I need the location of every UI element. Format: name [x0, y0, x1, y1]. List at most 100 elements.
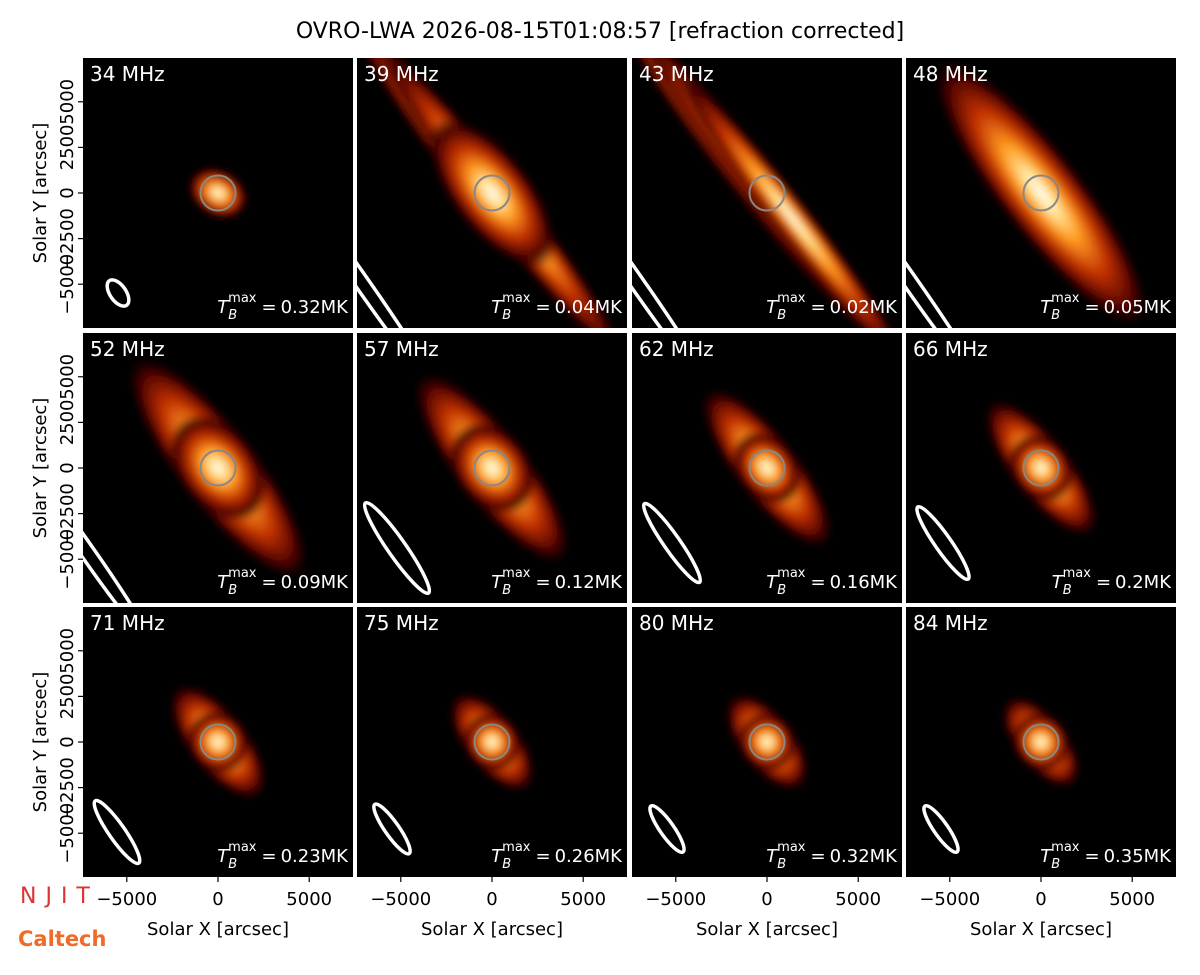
- tb-max-label: TBmax = 0.09MK: [217, 566, 349, 598]
- tb-sub: B: [777, 857, 786, 872]
- panel-label: 66 MHz: [913, 337, 988, 361]
- tb-sub: B: [228, 308, 237, 323]
- tb-symbol: T: [491, 846, 504, 867]
- solar-disk: [1022, 723, 1060, 761]
- x-tick-label: 0: [486, 889, 497, 910]
- tb-max-label: TBmax = 0.23MK: [217, 840, 349, 872]
- tb-sup: max: [1051, 840, 1080, 855]
- panel: [83, 58, 353, 328]
- tb-eq: =: [535, 297, 550, 318]
- solar-disk: [473, 174, 511, 212]
- y-tick-label: −5000: [57, 529, 78, 590]
- tb-value: 0.04MK: [555, 297, 624, 318]
- emission-blob: [187, 710, 249, 774]
- x-tick-label: 0: [761, 889, 772, 910]
- tb-symbol: T: [491, 572, 504, 593]
- tb-eq: =: [261, 572, 276, 593]
- tb-sub: B: [777, 583, 786, 598]
- emission-blob: [738, 712, 796, 772]
- panel: [906, 333, 1176, 603]
- emission-blob: [931, 58, 1151, 328]
- panel-label: 84 MHz: [913, 611, 988, 635]
- panel: [632, 58, 902, 328]
- tb-value: 0.05MK: [1104, 297, 1173, 318]
- chart-title: OVRO-LWA 2026-08-15T01:08:57 [refraction…: [296, 19, 904, 44]
- y-tick-label: 0: [57, 736, 78, 747]
- beam: [362, 500, 432, 596]
- tb-max-label: TBmax = 0.26MK: [491, 840, 623, 872]
- panel-label: 39 MHz: [364, 62, 439, 86]
- tb-value: 0.23MK: [281, 846, 350, 867]
- tb-sup: max: [502, 566, 531, 581]
- solar-disk: [748, 723, 786, 761]
- tb-eq: =: [261, 846, 276, 867]
- emission: [187, 166, 249, 220]
- panel: [632, 333, 902, 603]
- tb-sub: B: [228, 857, 237, 872]
- y-tick-label: −2500: [57, 483, 78, 544]
- tb-sup: max: [228, 566, 257, 581]
- tb-max-label: TBmax = 0.16MK: [766, 566, 898, 598]
- tb-max-label: TBmax = 0.32MK: [217, 291, 349, 323]
- tb-sub: B: [1051, 308, 1060, 323]
- emission-blob: [732, 431, 802, 505]
- beam: [632, 174, 714, 328]
- x-tick-label: 5000: [835, 889, 881, 910]
- tb-sub: B: [502, 308, 511, 323]
- panel: [632, 607, 902, 877]
- tb-max-label: TBmax = 0.2MK: [1052, 566, 1173, 598]
- tb-symbol: T: [766, 572, 779, 593]
- emission-blob: [674, 67, 902, 328]
- beam: [915, 504, 971, 582]
- emission: [126, 354, 310, 582]
- emission: [632, 58, 902, 328]
- emission: [931, 58, 1151, 328]
- panel: [357, 607, 627, 877]
- tb-value: 0.12MK: [555, 572, 624, 593]
- y-tick-label: 2500: [57, 673, 78, 719]
- panel-label: 48 MHz: [913, 62, 988, 86]
- tb-eq: =: [810, 297, 825, 318]
- emission-blob: [463, 712, 521, 772]
- panel: [83, 607, 353, 877]
- tb-max-label: TBmax = 0.32MK: [766, 840, 898, 872]
- x-tick-label: −5000: [96, 889, 157, 910]
- tb-value: 0.32MK: [830, 846, 899, 867]
- tb-sup: max: [777, 291, 806, 306]
- tb-max-label: TBmax = 0.02MK: [766, 291, 898, 323]
- x-tick-label: 5000: [560, 889, 606, 910]
- emission-blob: [1012, 712, 1070, 772]
- emission: [725, 693, 809, 791]
- tb-eq: =: [1084, 297, 1099, 318]
- tb-symbol: T: [217, 297, 230, 318]
- y-tick-label: 0: [57, 462, 78, 473]
- tb-value: 0.26MK: [555, 846, 624, 867]
- emission: [412, 370, 572, 566]
- y-tick-label: −2500: [57, 208, 78, 269]
- y-tick-label: 5000: [57, 79, 78, 125]
- emission-blob: [187, 166, 249, 220]
- tb-sup: max: [502, 291, 531, 306]
- x-tick-label: −5000: [370, 889, 431, 910]
- y-tick-label: 2500: [57, 124, 78, 170]
- x-tick-label: −5000: [919, 889, 980, 910]
- panel: [357, 333, 627, 603]
- x-axis-label: Solar X [arcsec]: [421, 919, 563, 940]
- y-axis-label: Solar Y [arcsec]: [30, 123, 51, 264]
- panel-label: 52 MHz: [90, 337, 165, 361]
- x-axis-label: Solar X [arcsec]: [696, 919, 838, 940]
- tb-max-label: TBmax = 0.35MK: [1040, 840, 1172, 872]
- emission: [168, 683, 268, 801]
- tb-sup: max: [502, 840, 531, 855]
- tb-value: 0.09MK: [281, 572, 350, 593]
- tb-max-label: TBmax = 0.12MK: [491, 566, 623, 598]
- beam: [641, 501, 703, 585]
- tb-eq: =: [1084, 846, 1099, 867]
- tb-value: 0.35MK: [1104, 846, 1173, 867]
- tb-value: 0.32MK: [281, 297, 350, 318]
- emission: [983, 398, 1099, 538]
- emission-blob: [1008, 434, 1074, 502]
- panel-label: 57 MHz: [364, 337, 439, 361]
- tb-eq: =: [810, 572, 825, 593]
- tb-sub: B: [1063, 583, 1072, 598]
